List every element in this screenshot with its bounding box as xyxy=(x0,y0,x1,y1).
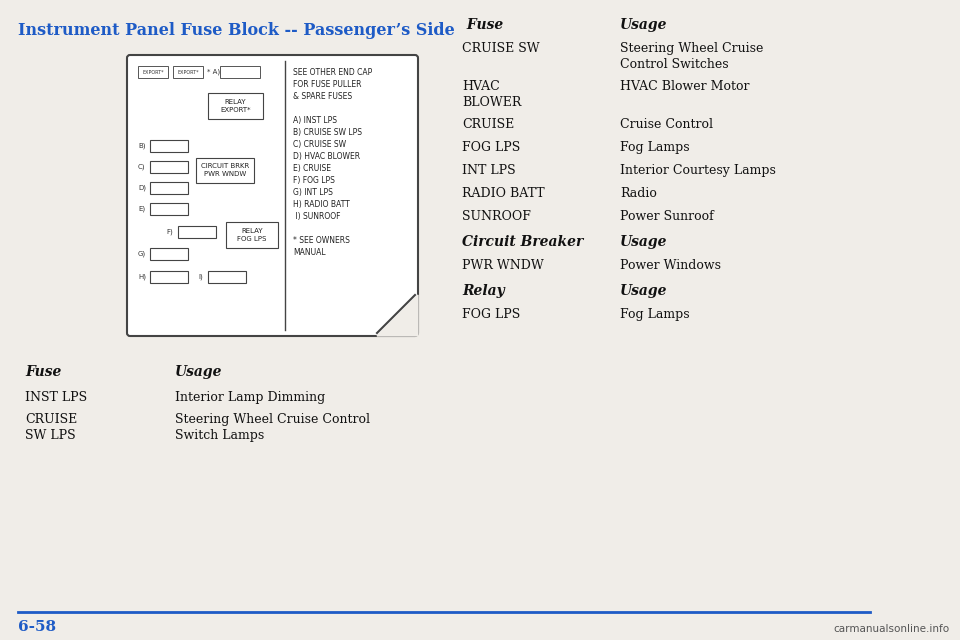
Text: G) INT LPS: G) INT LPS xyxy=(293,188,333,197)
Text: Steering Wheel Cruise Control
Switch Lamps: Steering Wheel Cruise Control Switch Lam… xyxy=(175,413,370,442)
Bar xyxy=(138,66,168,78)
Bar xyxy=(150,140,188,152)
Text: Fuse: Fuse xyxy=(25,365,61,379)
Text: CRUISE
SW LPS: CRUISE SW LPS xyxy=(25,413,77,442)
Bar xyxy=(150,271,188,283)
Text: RELAY: RELAY xyxy=(241,228,263,234)
Text: I) SUNROOF: I) SUNROOF xyxy=(293,212,341,221)
Text: Interior Courtesy Lamps: Interior Courtesy Lamps xyxy=(620,164,776,177)
Text: Relay: Relay xyxy=(462,284,505,298)
Text: HVAC Blower Motor: HVAC Blower Motor xyxy=(620,80,750,93)
Text: CIRCUIT BRKR: CIRCUIT BRKR xyxy=(201,163,250,170)
Text: Radio: Radio xyxy=(620,187,657,200)
Bar xyxy=(173,66,203,78)
Text: D) HVAC BLOWER: D) HVAC BLOWER xyxy=(293,152,360,161)
Text: Fuse: Fuse xyxy=(462,18,503,32)
Text: H) RADIO BATT: H) RADIO BATT xyxy=(293,200,349,209)
Text: B): B) xyxy=(138,143,146,149)
Text: & SPARE FUSES: & SPARE FUSES xyxy=(293,92,352,101)
Text: E) CRUISE: E) CRUISE xyxy=(293,164,331,173)
Text: EXPORT*: EXPORT* xyxy=(142,70,164,74)
Text: Power Windows: Power Windows xyxy=(620,259,721,272)
Bar xyxy=(178,226,216,238)
Text: HVAC
BLOWER: HVAC BLOWER xyxy=(462,80,521,109)
Bar xyxy=(150,161,188,173)
Text: C): C) xyxy=(138,164,146,170)
Text: RELAY: RELAY xyxy=(225,99,247,105)
Text: CRUISE SW: CRUISE SW xyxy=(462,42,540,55)
Text: Usage: Usage xyxy=(620,18,667,32)
Text: D): D) xyxy=(138,185,146,191)
Bar xyxy=(150,203,188,215)
Text: Fog Lamps: Fog Lamps xyxy=(620,141,689,154)
Text: Cruise Control: Cruise Control xyxy=(620,118,713,131)
Text: SUNROOF: SUNROOF xyxy=(462,210,531,223)
Text: Interior Lamp Dimming: Interior Lamp Dimming xyxy=(175,391,325,404)
Text: EXPORT*: EXPORT* xyxy=(178,70,199,74)
Text: C) CRUISE SW: C) CRUISE SW xyxy=(293,140,347,149)
Text: 6-58: 6-58 xyxy=(18,620,56,634)
Text: G): G) xyxy=(138,251,146,257)
Text: I): I) xyxy=(198,274,203,280)
Text: F): F) xyxy=(166,228,173,236)
Text: Steering Wheel Cruise
Control Switches: Steering Wheel Cruise Control Switches xyxy=(620,42,763,71)
Text: EXPORT*: EXPORT* xyxy=(220,107,251,113)
Text: A) INST LPS: A) INST LPS xyxy=(293,116,337,125)
Text: * A): * A) xyxy=(207,68,220,76)
Text: Usage: Usage xyxy=(620,284,667,298)
Bar xyxy=(208,93,263,119)
FancyBboxPatch shape xyxy=(127,55,418,336)
Text: FOR FUSE PULLER: FOR FUSE PULLER xyxy=(293,80,362,89)
Text: FOG LPS: FOG LPS xyxy=(462,308,520,321)
Text: PWR WNDW: PWR WNDW xyxy=(204,172,246,177)
Text: Circuit Breaker: Circuit Breaker xyxy=(462,235,584,249)
Text: Usage: Usage xyxy=(175,365,223,379)
Text: PWR WNDW: PWR WNDW xyxy=(462,259,543,272)
Text: MANUAL: MANUAL xyxy=(293,248,325,257)
Text: CRUISE: CRUISE xyxy=(462,118,515,131)
Text: INST LPS: INST LPS xyxy=(25,391,87,404)
Text: carmanualsonline.info: carmanualsonline.info xyxy=(834,624,950,634)
Text: Instrument Panel Fuse Block -- Passenger’s Side: Instrument Panel Fuse Block -- Passenger… xyxy=(18,22,455,39)
Text: FOG LPS: FOG LPS xyxy=(462,141,520,154)
Text: B) CRUISE SW LPS: B) CRUISE SW LPS xyxy=(293,128,362,137)
Bar xyxy=(150,248,188,260)
Bar xyxy=(208,271,246,283)
Text: SEE OTHER END CAP: SEE OTHER END CAP xyxy=(293,68,372,77)
Text: F) FOG LPS: F) FOG LPS xyxy=(293,176,335,185)
Text: FOG LPS: FOG LPS xyxy=(237,236,267,242)
Text: RADIO BATT: RADIO BATT xyxy=(462,187,544,200)
Text: * SEE OWNERS: * SEE OWNERS xyxy=(293,236,349,245)
Polygon shape xyxy=(377,295,418,336)
Bar xyxy=(150,182,188,194)
Bar xyxy=(220,66,260,78)
Text: Usage: Usage xyxy=(620,235,667,249)
Bar xyxy=(226,222,278,248)
Text: Fog Lamps: Fog Lamps xyxy=(620,308,689,321)
Bar xyxy=(196,158,254,183)
Text: INT LPS: INT LPS xyxy=(462,164,516,177)
Text: H): H) xyxy=(138,274,146,280)
Text: E): E) xyxy=(138,205,145,212)
Text: Power Sunroof: Power Sunroof xyxy=(620,210,713,223)
